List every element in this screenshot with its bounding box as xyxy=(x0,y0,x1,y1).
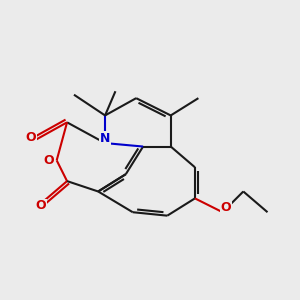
Text: O: O xyxy=(221,201,231,214)
Text: O: O xyxy=(26,131,36,144)
Text: O: O xyxy=(44,154,54,167)
Text: O: O xyxy=(36,200,46,212)
Text: N: N xyxy=(100,132,110,145)
